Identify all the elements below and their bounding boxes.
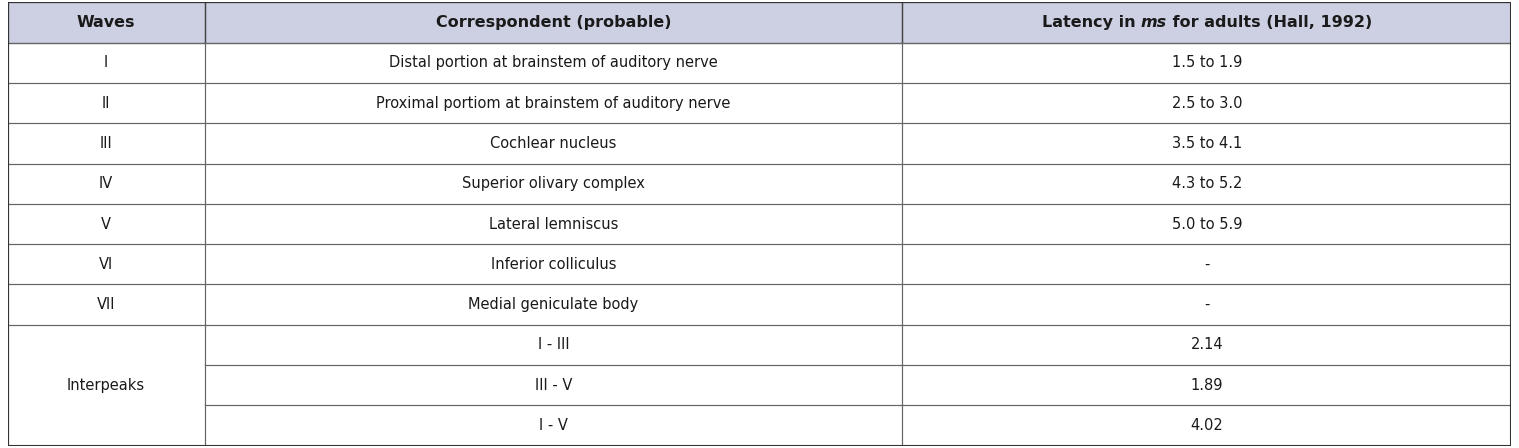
Bar [902,204,1511,244]
Text: Interpeaks: Interpeaks [67,378,146,393]
Text: Inferior colliculus: Inferior colliculus [491,257,617,272]
Bar [8,2,205,43]
Bar [902,244,1511,284]
Text: VI: VI [99,257,114,272]
Bar [205,244,902,284]
Text: 1.89: 1.89 [1191,378,1223,393]
Text: Correspondent (probable): Correspondent (probable) [436,15,671,30]
Text: -: - [1205,297,1209,312]
Text: Latency in: Latency in [1042,15,1141,30]
Text: V: V [102,216,111,232]
Text: VII: VII [97,297,115,312]
Bar [902,284,1511,325]
Text: III - V: III - V [535,378,573,393]
Text: Proximal portiom at brainstem of auditory nerve: Proximal portiom at brainstem of auditor… [377,95,731,111]
Text: 5.0 to 5.9: 5.0 to 5.9 [1171,216,1243,232]
Bar [902,123,1511,164]
Bar [8,83,205,123]
Text: ms: ms [1141,15,1167,30]
Bar [902,325,1511,365]
Bar [902,83,1511,123]
Bar [8,164,205,204]
Bar [902,365,1511,405]
Text: Waves: Waves [77,15,135,30]
Text: 2.14: 2.14 [1191,337,1223,353]
Bar [205,2,902,43]
Bar [8,43,205,83]
Text: for adults (Hall, 1992): for adults (Hall, 1992) [1167,15,1372,30]
Bar [205,164,902,204]
Text: III: III [100,136,112,151]
Text: 2.5 to 3.0: 2.5 to 3.0 [1171,95,1243,111]
Text: 3.5 to 4.1: 3.5 to 4.1 [1171,136,1243,151]
Text: I - III: I - III [538,337,570,353]
Bar [8,284,205,325]
Bar [8,204,205,244]
Bar [8,325,205,446]
Bar [205,405,902,446]
Text: Superior olivary complex: Superior olivary complex [462,176,646,191]
Bar [205,365,902,405]
Bar [205,43,902,83]
Text: 4.02: 4.02 [1191,418,1223,433]
Text: 1.5 to 1.9: 1.5 to 1.9 [1171,55,1243,70]
Bar [205,325,902,365]
Text: I: I [103,55,108,70]
Bar [8,244,205,284]
Bar [902,405,1511,446]
Text: I - V: I - V [539,418,568,433]
Text: Cochlear nucleus: Cochlear nucleus [491,136,617,151]
Bar [8,123,205,164]
Text: II: II [102,95,111,111]
Text: -: - [1205,257,1209,272]
Text: Lateral lemniscus: Lateral lemniscus [489,216,618,232]
Bar [205,123,902,164]
Bar [205,284,902,325]
Bar [902,2,1511,43]
Text: Distal portion at brainstem of auditory nerve: Distal portion at brainstem of auditory … [389,55,718,70]
Bar [205,83,902,123]
Bar [205,204,902,244]
Text: 4.3 to 5.2: 4.3 to 5.2 [1171,176,1243,191]
Text: IV: IV [99,176,114,191]
Bar [902,43,1511,83]
Bar [902,164,1511,204]
Text: Medial geniculate body: Medial geniculate body [468,297,638,312]
